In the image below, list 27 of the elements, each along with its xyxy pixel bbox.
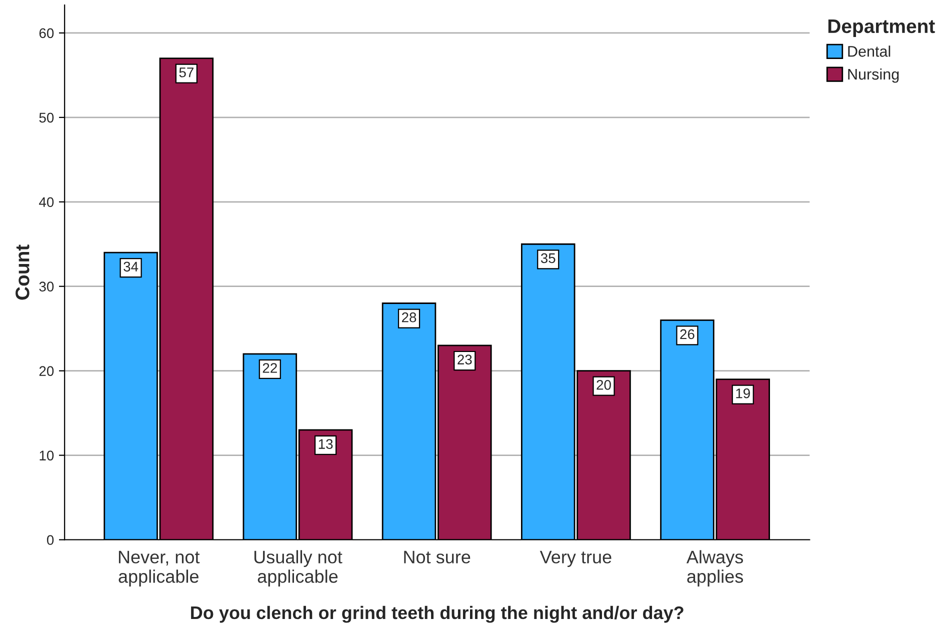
- data-label: 28: [402, 312, 416, 322]
- x-tick-label: Very true: [540, 550, 612, 567]
- y-tick-label: 30: [39, 282, 54, 292]
- x-tick-label: Usually not applicable: [254, 550, 342, 586]
- y-axis-title: Count: [16, 244, 30, 300]
- data-label: 13: [318, 439, 333, 449]
- legend-label: Nursing: [848, 68, 899, 83]
- data-label: 26: [680, 329, 694, 340]
- data-label: 22: [262, 363, 277, 373]
- data-label: 34: [124, 262, 138, 272]
- data-label: 19: [736, 388, 750, 398]
- y-tick-label: 20: [39, 366, 54, 376]
- x-tick-label: Never, not applicable: [118, 550, 200, 586]
- data-label: 57: [179, 68, 194, 78]
- x-tick-label: Always applies: [686, 550, 744, 586]
- y-tick-label: 50: [39, 112, 54, 123]
- x-tick-label: Not sure: [404, 550, 470, 564]
- legend-title: Department: [828, 20, 935, 37]
- x-axis-title: Do you clench or grind teeth during the night and/or day?: [191, 606, 684, 623]
- data-label: 20: [596, 380, 611, 390]
- legend-label: Dental: [848, 46, 890, 57]
- y-tick-label: 0: [46, 535, 54, 545]
- data-label: 35: [540, 253, 556, 264]
- data-label: 23: [458, 354, 472, 364]
- y-tick-label: 40: [39, 197, 54, 208]
- y-tick-label: 10: [40, 450, 54, 460]
- y-tick-label: 60: [39, 28, 54, 38]
